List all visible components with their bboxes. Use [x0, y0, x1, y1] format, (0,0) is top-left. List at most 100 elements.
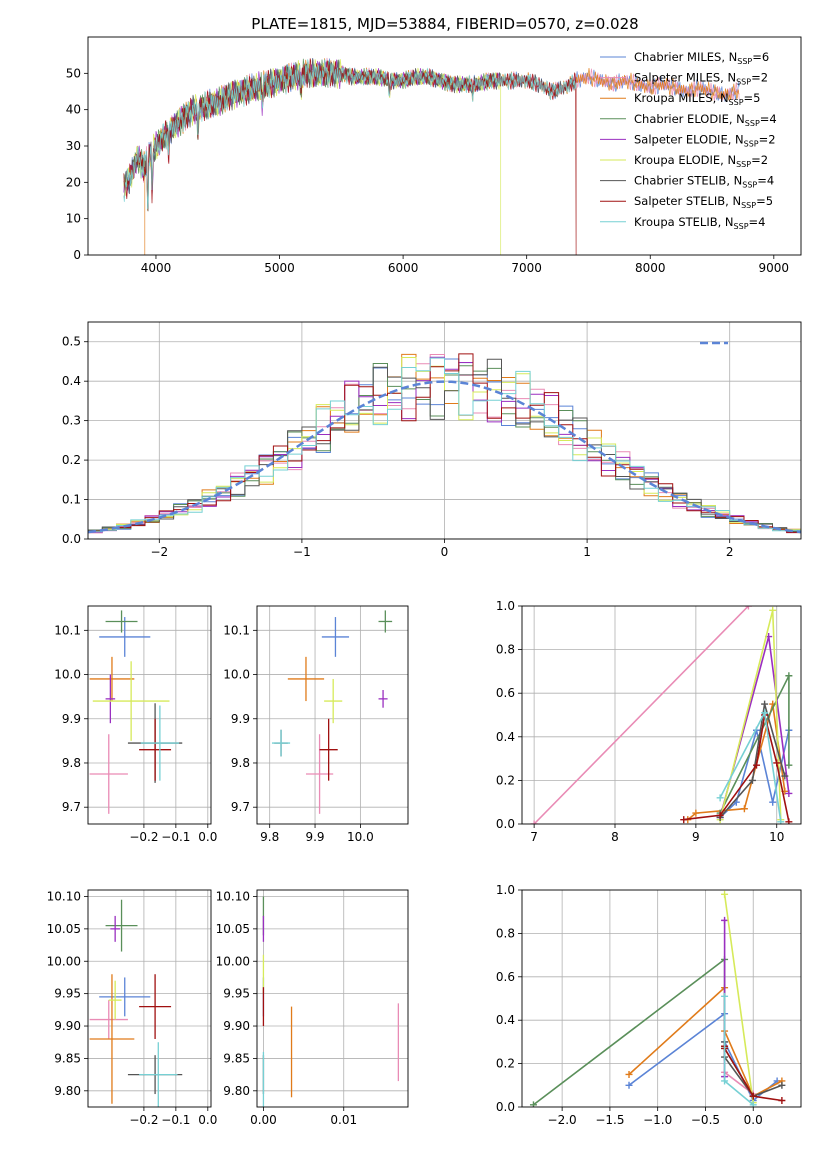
weight-marker [785, 672, 793, 680]
y-tick-label: 0.6 [496, 970, 515, 984]
weight-marker [530, 820, 538, 824]
x-tick-label: −2.0 [548, 1113, 577, 1127]
weight-line [683, 714, 790, 822]
y-tick-label: 20 [66, 175, 81, 189]
axes-mass_vs_ebv: 0.00 0.01 9.80 9.85 9.90 9.95 10.00 10.05 10.10 [216, 889, 409, 1127]
y-tick-label: 10.1 [223, 623, 250, 637]
weight-line [719, 636, 790, 818]
y-tick-label: 10.0 [223, 668, 250, 682]
x-tick-label: −1.5 [595, 1113, 624, 1127]
y-tick-label: 9.80 [54, 1084, 81, 1098]
errorbar-point [139, 974, 172, 1039]
axes-frame [87, 36, 802, 256]
weight-marker [692, 809, 700, 817]
y-tick-label: 0.0 [496, 817, 515, 831]
axes-age_vs_mass: 9.8 9.9 10.0 9.7 9.8 9.9 10.0 10.1 [223, 605, 409, 844]
x-tick-label: 7 [530, 830, 538, 844]
weight-line [723, 894, 754, 1103]
histogram-step [88, 357, 801, 532]
y-tick-label: 0.6 [496, 686, 515, 700]
x-tick-label: −0.1 [161, 830, 190, 844]
plot-area-residuals [88, 322, 801, 539]
axes-spectrum: 4000 5000 6000 7000 8000 9000 0 10 20 30 40 50 Chabr… [66, 36, 802, 275]
errorbar-point [319, 718, 338, 781]
errorbar-point [89, 734, 128, 814]
y-tick-label: 10.00 [216, 954, 250, 968]
x-tick-label: 6000 [388, 261, 419, 275]
weight-marker [773, 759, 781, 767]
y-tick-label: 0.2 [496, 773, 515, 787]
weight-marker [716, 794, 724, 802]
y-tick-label: 9.80 [223, 1084, 250, 1098]
y-tick-label: 9.85 [54, 1051, 81, 1065]
x-tick-label: −2 [150, 545, 168, 559]
y-tick-label: 0.3 [62, 414, 81, 428]
errorbar-point [92, 661, 170, 741]
errorbar-point [108, 980, 122, 1020]
y-tick-label: 10.10 [216, 889, 250, 903]
x-tick-label: 0.01 [330, 1113, 357, 1127]
axes-residuals: −2 −1 0 1 2 0.0 0.1 0.2 0.3 0.4 0.5 [62, 321, 802, 559]
errorbar-point [105, 610, 138, 633]
x-tick-label: 10 [769, 830, 784, 844]
errorbar-point [271, 729, 291, 757]
axes-frame [87, 889, 212, 1108]
x-tick-label: 8000 [635, 261, 666, 275]
axes-frame [521, 889, 802, 1108]
plot-area-age_vs_z [88, 606, 211, 824]
errorbar-point [321, 617, 350, 657]
errorbar-point [105, 674, 116, 724]
plot-area-age_vs_mass [257, 606, 408, 824]
y-tick-label: 1.0 [496, 599, 515, 613]
weight-line [533, 957, 754, 1106]
legend-entry: Kroupa ELODIE, NSSP=2 [634, 153, 768, 169]
weight-marker [625, 1070, 633, 1078]
weight-marker [777, 818, 785, 824]
errorbar-point [287, 656, 325, 702]
weight-marker [748, 776, 756, 784]
y-tick-label: 9.90 [223, 1019, 250, 1033]
weight-marker [721, 992, 729, 1000]
y-tick-label: 9.95 [54, 987, 81, 1001]
x-tick-label: 4000 [141, 261, 172, 275]
legend-entry: Chabrier ELODIE, NSSP=4 [634, 112, 777, 128]
weight-marker [778, 1096, 786, 1104]
plot-area-weight_vs_age [522, 606, 801, 824]
y-tick-label: 9.95 [223, 987, 250, 1001]
weight-marker [761, 700, 769, 708]
weight-marker [721, 890, 729, 898]
x-tick-label: 9 [692, 830, 700, 844]
errorbar-point [378, 690, 388, 708]
x-tick-label: 2 [726, 545, 734, 559]
errorbar-point [140, 705, 180, 781]
y-tick-label: 9.8 [231, 756, 250, 770]
x-tick-label: 0.0 [198, 830, 217, 844]
weight-marker [721, 1077, 729, 1085]
x-tick-label: 8 [611, 830, 619, 844]
errorbar-point [89, 656, 135, 702]
legend-entry: Kroupa MILES, NSSP=5 [634, 91, 760, 107]
x-tick-label: 9.8 [260, 830, 279, 844]
x-tick-label: 0.00 [250, 1113, 277, 1127]
y-tick-label: 0.1 [62, 493, 81, 507]
axes-frame [256, 889, 409, 1108]
axes-weight_vs_age: 7 8 9 10 0.0 0.2 0.4 0.6 0.8 1.0 [496, 599, 802, 844]
weight-marker [529, 1101, 537, 1107]
y-tick-label: 0.8 [496, 926, 515, 940]
x-tick-label: 0.0 [744, 1113, 763, 1127]
errorbar-point [110, 915, 120, 942]
weight-marker [744, 606, 752, 610]
plot-area-weight_vs_z [522, 890, 801, 1107]
legend-entry: Salpeter ELODIE, NSSP=2 [634, 132, 776, 148]
y-tick-label: 40 [66, 103, 81, 117]
y-tick-label: 9.9 [231, 712, 250, 726]
y-tick-label: 0 [73, 248, 81, 262]
axes-age_vs_z: −0.2 −0.1 0.0 9.7 9.8 9.9 10.0 10.1 [54, 605, 217, 844]
weight-marker [785, 789, 793, 797]
weight-marker [785, 761, 793, 769]
axes-weight_vs_z: −2.0 −1.5 −1.0 −0.5 0.0 0.0 0.2 0.4 0.6 0.8 1.0 [496, 883, 802, 1127]
x-tick-label: 7000 [511, 261, 542, 275]
spectrum-line [123, 59, 577, 209]
errorbar-point [105, 899, 138, 952]
